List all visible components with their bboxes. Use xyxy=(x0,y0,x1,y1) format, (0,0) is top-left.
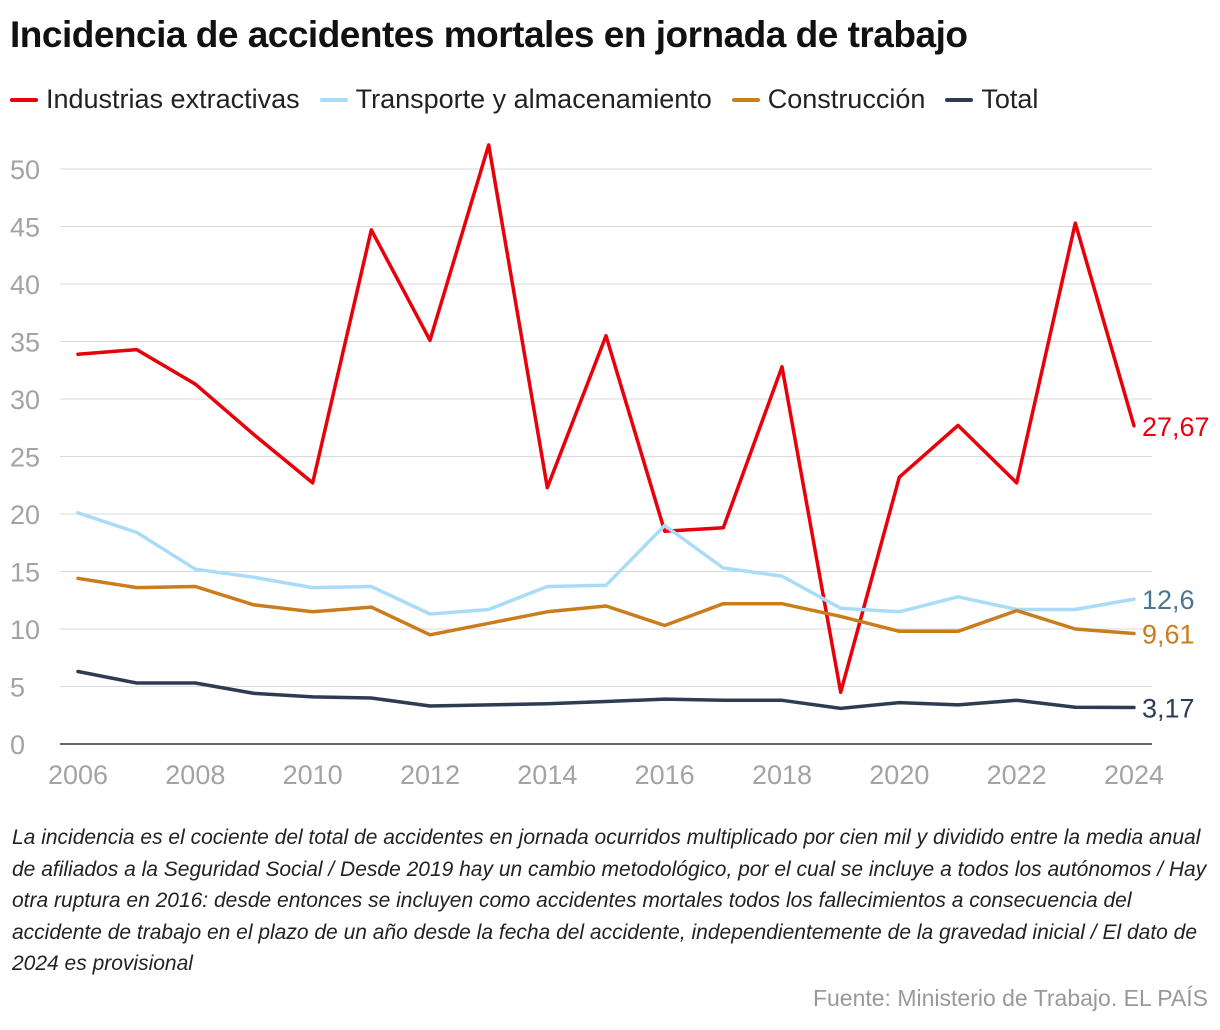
series-line-industrias-extractivas xyxy=(76,143,1136,695)
legend-swatch-total xyxy=(945,97,974,102)
y-tick-label-35: 35 xyxy=(10,328,40,358)
end-label-total: 3,17 xyxy=(1142,694,1195,724)
series-line-construccion xyxy=(76,576,1136,637)
legend-swatch-industrias-extractivas xyxy=(10,97,38,102)
legend-item-construccion: Construcción xyxy=(731,84,926,115)
legend-item-transporte: Transporte y almacenamiento xyxy=(319,84,712,115)
y-tick-label-50: 50 xyxy=(10,155,40,185)
chart-title: Incidencia de accidentes mortales en jor… xyxy=(10,14,968,55)
y-tick-label-30: 30 xyxy=(10,385,40,415)
y-tick-label-15: 15 xyxy=(10,558,40,588)
series-line-transporte-y-almacenamiento xyxy=(76,511,1136,616)
x-tick-label-2008: 2008 xyxy=(165,760,225,790)
source-credit: Fuente: Ministerio de Trabajo. EL PAÍS xyxy=(812,985,1208,1011)
series-lines xyxy=(76,143,1136,711)
x-tick-label-2006: 2006 xyxy=(48,760,108,790)
end-labels: 27,67 12,6 9,61 3,17 xyxy=(1142,412,1210,724)
y-tick-label-40: 40 xyxy=(10,270,40,300)
x-tick-label-2020: 2020 xyxy=(869,760,929,790)
y-tick-label-10: 10 xyxy=(10,615,40,645)
x-tick-label-2010: 2010 xyxy=(283,760,343,790)
legend-label-transporte: Transporte y almacenamiento xyxy=(355,84,712,114)
gridlines xyxy=(60,168,1152,687)
legend-label-total: Total xyxy=(981,84,1039,114)
x-tick-label-2024: 2024 xyxy=(1104,760,1164,790)
legend-item-industrias-extractivas: Industrias extractivas xyxy=(10,84,300,115)
end-label-construccion: 9,61 xyxy=(1142,619,1195,649)
series-line-total xyxy=(76,669,1136,711)
x-tick-label-2022: 2022 xyxy=(987,760,1047,790)
legend-label-industrias-extractivas: Industrias extractivas xyxy=(46,84,300,114)
y-tick-label-5: 5 xyxy=(10,673,25,703)
legend: Industrias extractivas Transporte y alma… xyxy=(10,84,1038,115)
y-tick-label-45: 45 xyxy=(10,213,40,243)
footnote: La incidencia es el cociente del total d… xyxy=(12,826,1207,975)
line-chart: 0 5 10 15 20 25 30 35 40 45 50 2006 2008 2010 2012 2014… xyxy=(10,143,1210,790)
x-tick-label-2018: 2018 xyxy=(752,760,812,790)
axes: 0 5 10 15 20 25 30 35 40 45 50 2006 2008 2010 2012 2014… xyxy=(10,155,1164,790)
legend-label-construccion: Construcción xyxy=(767,84,926,114)
x-tick-label-2014: 2014 xyxy=(517,760,577,790)
y-tick-label-25: 25 xyxy=(10,443,40,473)
x-tick-label-2012: 2012 xyxy=(400,760,460,790)
y-tick-label-0: 0 xyxy=(10,730,25,760)
legend-swatch-transporte xyxy=(319,97,348,102)
x-tick-label-2016: 2016 xyxy=(635,760,695,790)
end-label-industrias-extractivas: 27,67 xyxy=(1142,412,1210,442)
end-label-transporte-y-almacenamiento: 12,6 xyxy=(1142,585,1195,615)
legend-swatch-construccion xyxy=(731,97,760,102)
legend-item-total: Total xyxy=(945,84,1038,115)
y-tick-label-20: 20 xyxy=(10,500,40,530)
